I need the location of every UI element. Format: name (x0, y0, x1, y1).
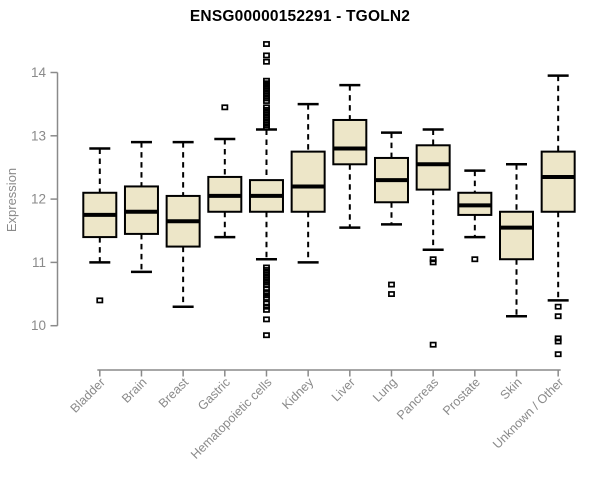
outlier-point (263, 41, 270, 47)
outlier-point (554, 351, 562, 358)
box-Liver (332, 118, 368, 166)
outlier-point (263, 306, 270, 313)
x-tick-label: Brain (119, 375, 150, 406)
x-tick-label: Breast (156, 375, 192, 411)
outlier-point (263, 303, 270, 310)
outlier-point (429, 259, 437, 266)
outlier-point (221, 104, 229, 111)
outlier-point (263, 294, 270, 301)
outlier-point (554, 303, 562, 310)
outlier-point (263, 286, 270, 292)
outlier-point (429, 341, 437, 348)
y-tick-label-13: 13 (31, 128, 46, 143)
outlier-point (263, 124, 270, 131)
x-tick-label: Skin (498, 375, 525, 402)
x-tick-label: Gastric (195, 375, 233, 413)
outlier-point (471, 256, 479, 263)
y-tick-label-11: 11 (32, 255, 46, 270)
outlier-point (429, 256, 437, 263)
x-tick-label: Kidney (279, 375, 316, 412)
y-tick-label-14: 14 (31, 65, 47, 80)
outlier-point (554, 338, 562, 345)
x-tick-label: Hematopoietic cells (188, 375, 275, 462)
outlier-point (263, 98, 270, 104)
outlier-point (263, 52, 270, 59)
outlier-point (263, 289, 270, 296)
y-tick-label-12: 12 (31, 192, 46, 207)
x-tick-label: Pancreas (394, 375, 441, 422)
outlier-point (263, 332, 270, 339)
box-Kidney (290, 150, 326, 213)
outlier-point (263, 316, 270, 323)
outlier-point (263, 300, 270, 307)
box-Skin (499, 210, 534, 261)
outlier-point (554, 335, 562, 342)
x-tick-label: Bladder (68, 375, 108, 415)
x-tick-label: Prostate (440, 375, 483, 418)
outlier-point (388, 281, 395, 288)
chart-title: ENSG00000152291 - TGOLN2 (189, 8, 411, 25)
x-tick-label: Liver (329, 375, 358, 404)
outlier-point (388, 291, 395, 298)
box-Unknown / Other (540, 150, 576, 213)
box-Pancreas (415, 144, 451, 191)
x-tick-label: Lung (370, 375, 400, 405)
outlier-point (554, 313, 562, 320)
outlier-point (96, 297, 104, 304)
y-tick-label-10: 10 (31, 318, 46, 333)
x-tick-label: Unknown / Other (490, 375, 566, 451)
outlier-point (263, 58, 270, 65)
